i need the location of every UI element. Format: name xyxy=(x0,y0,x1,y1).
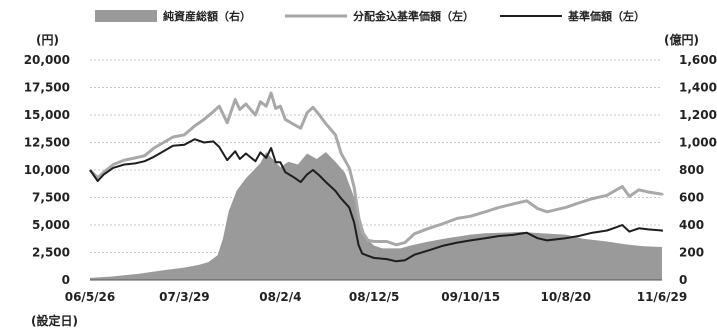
legend: 純資産総額（右） 分配金込基準価額（左） 基準価額（左） xyxy=(95,9,645,23)
legend-item: 分配金込基準価額（左） xyxy=(285,9,474,23)
x-tick-label: 06/5/26 xyxy=(65,290,116,304)
legend-item: 純資産総額（右） xyxy=(95,9,251,23)
right-tick-label: 1,000 xyxy=(679,136,717,150)
right-tick-label: 400 xyxy=(679,218,704,232)
legend-label: 純資産総額（右） xyxy=(163,9,251,23)
right-tick-label: 0 xyxy=(679,273,687,287)
x-axis-footnote: (設定日) xyxy=(31,313,78,328)
net-assets-area-layer xyxy=(90,152,662,280)
right-tick-label: 1,600 xyxy=(679,53,717,67)
right-tick-label: 1,200 xyxy=(679,108,717,122)
net-assets-area xyxy=(90,152,662,280)
left-axis-tick-labels: 0 2,500 5,000 7,500 10,000 12,500 15,000 17,500… xyxy=(24,53,70,287)
left-tick-label: 10,000 xyxy=(24,163,70,177)
x-tick-label: 07/3/29 xyxy=(159,290,210,304)
legend-label: 分配金込基準価額（左） xyxy=(353,9,474,23)
right-tick-label: 800 xyxy=(679,163,704,177)
left-tick-label: 5,000 xyxy=(32,218,70,232)
price-lines-layer xyxy=(88,91,664,263)
left-tick-label: 15,000 xyxy=(24,108,70,122)
right-tick-label: 1,400 xyxy=(679,81,717,95)
x-tick-label: 10/8/20 xyxy=(540,290,591,304)
left-axis-unit: (円) xyxy=(36,33,59,47)
right-axis-unit: (億円) xyxy=(664,32,699,47)
gridlines xyxy=(90,59,662,253)
right-axis-tick-labels: 0 200 400 600 800 1,000 1,200 1,400 1,600 xyxy=(679,53,717,287)
left-tick-label: 0 xyxy=(62,273,70,287)
left-tick-label: 17,500 xyxy=(24,81,70,95)
legend-item: 基準価額（左） xyxy=(500,9,645,23)
legend-label: 基準価額（左） xyxy=(567,9,645,23)
distribution-adjusted-nav-line xyxy=(88,91,664,247)
x-tick-label: 08/12/5 xyxy=(349,290,400,304)
left-tick-label: 20,000 xyxy=(24,53,70,67)
x-tick-label: 11/6/29 xyxy=(637,290,688,304)
legend-swatch-area xyxy=(95,10,157,22)
left-tick-label: 2,500 xyxy=(32,246,70,260)
right-tick-label: 200 xyxy=(679,246,704,260)
x-tick-label: 08/2/4 xyxy=(259,290,301,304)
x-tick-label: 09/10/15 xyxy=(441,290,500,304)
nav-line xyxy=(89,138,663,263)
left-tick-label: 7,500 xyxy=(32,191,70,205)
x-axis-tick-labels: 06/5/26 07/3/29 08/2/4 08/12/5 09/10/15 10/8/… xyxy=(65,290,688,304)
right-tick-label: 600 xyxy=(679,191,704,205)
left-tick-label: 12,500 xyxy=(24,136,70,150)
